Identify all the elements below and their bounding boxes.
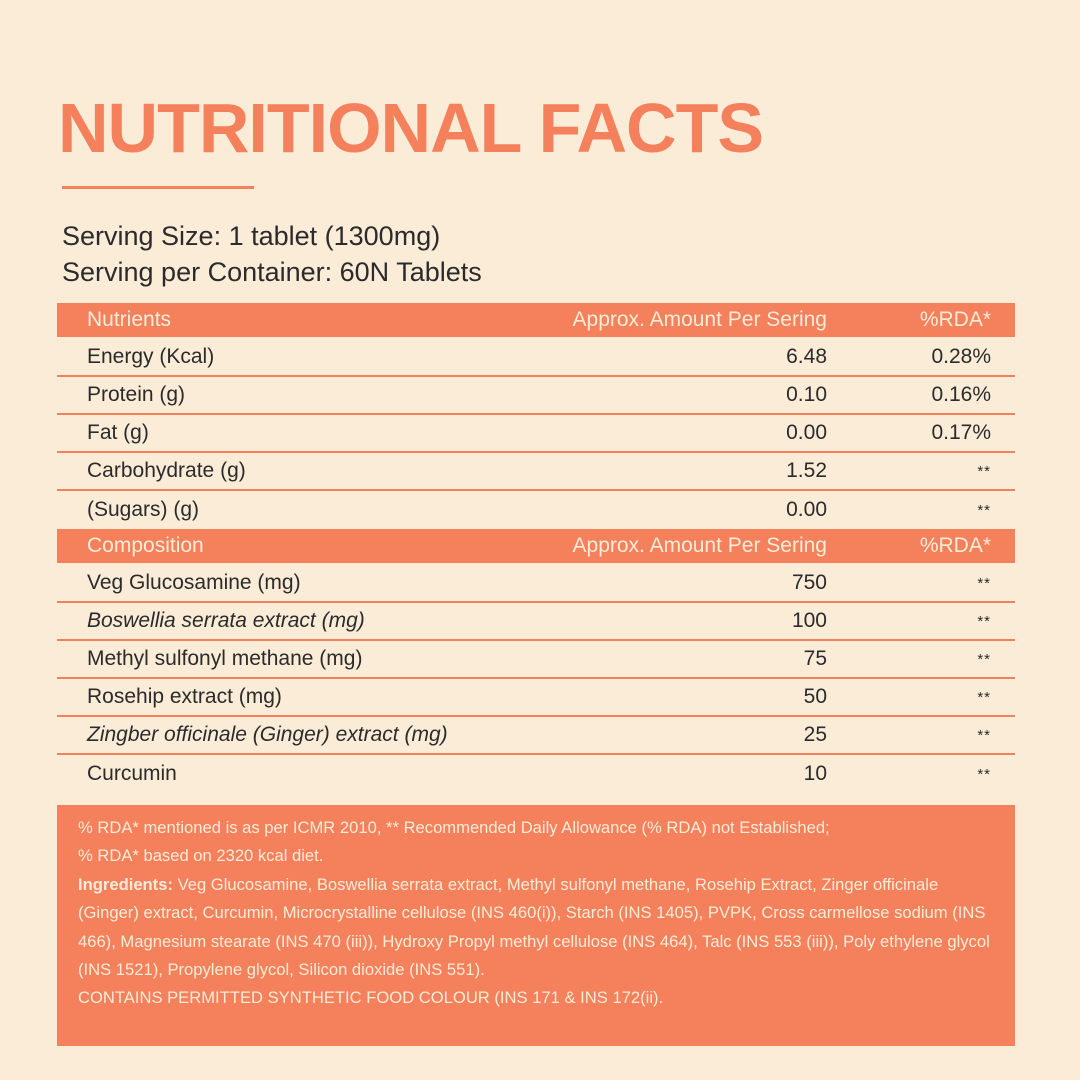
- table-row: Carbohydrate (g) 1.52 **: [57, 453, 1015, 491]
- nutrient-rda: 0.16%: [931, 383, 991, 406]
- nutrient-amount: 0.00: [786, 498, 827, 521]
- composition-rda: **: [977, 612, 991, 630]
- table-row: Methyl sulfonyl methane (mg) 75 **: [57, 641, 1015, 679]
- header-nutrients: Nutrients: [87, 308, 172, 331]
- composition-amount: 25: [803, 723, 827, 746]
- table-row: Curcumin 10 **: [57, 755, 1015, 793]
- table-row: Veg Glucosamine (mg) 750 **: [57, 565, 1015, 603]
- composition-name: Veg Glucosamine (mg): [87, 571, 301, 594]
- table-row: Fat (g) 0.00 0.17%: [57, 415, 1015, 453]
- rda-note-line1: % RDA* mentioned is as per ICMR 2010, **…: [78, 818, 830, 837]
- ingredients-label: Ingredients:: [78, 874, 173, 894]
- composition-name: Zingber officinale (Ginger) extract (mg): [87, 723, 448, 746]
- composition-rda: **: [977, 726, 991, 744]
- composition-rda: **: [977, 574, 991, 592]
- composition-rda: **: [977, 765, 991, 783]
- nutrient-name: (Sugars) (g): [87, 498, 200, 521]
- ingredients-paragraph: Ingredients: Veg Glucosamine, Boswellia …: [78, 871, 995, 985]
- composition-amount: 75: [803, 647, 827, 670]
- nutrient-amount: 1.52: [786, 459, 827, 482]
- composition-amount: 50: [803, 685, 827, 708]
- notes-box: % RDA* mentioned is as per ICMR 2010, **…: [57, 805, 1015, 1046]
- nutrient-name: Carbohydrate (g): [87, 459, 246, 482]
- composition-name: Curcumin: [87, 762, 177, 785]
- nutrition-table: Nutrients Approx. Amount Per Sering %RDA…: [57, 303, 1015, 793]
- title-underline: [62, 186, 254, 189]
- composition-amount: 750: [791, 571, 827, 594]
- table-row: Zingber officinale (Ginger) extract (mg)…: [57, 717, 1015, 755]
- composition-amount: 100: [791, 609, 827, 632]
- serving-info: Serving Size: 1 tablet (1300mg) Serving …: [62, 218, 482, 290]
- header-rda: %RDA*: [919, 308, 991, 331]
- food-colour-note: CONTAINS PERMITTED SYNTHETIC FOOD COLOUR…: [78, 988, 664, 1008]
- table-row: (Sugars) (g) 0.00 **: [57, 491, 1015, 529]
- composition-rda: **: [977, 650, 991, 668]
- header-amount: Approx. Amount Per Sering: [572, 534, 827, 557]
- header-amount: Approx. Amount Per Sering: [572, 308, 827, 331]
- nutrient-amount: 0.00: [786, 421, 827, 444]
- nutrient-rda: **: [977, 462, 991, 480]
- table-row: Energy (Kcal) 6.48 0.28%: [57, 339, 1015, 377]
- header-rda: %RDA*: [919, 534, 991, 557]
- table-row: Rosehip extract (mg) 50 **: [57, 679, 1015, 717]
- ingredients-text: Veg Glucosamine, Boswellia serrata extra…: [78, 874, 990, 980]
- composition-header-row: Composition Approx. Amount Per Sering %R…: [57, 529, 1015, 563]
- serving-per-container: Serving per Container: 60N Tablets: [62, 257, 482, 287]
- nutrient-name: Protein (g): [87, 383, 186, 406]
- nutrients-header-row: Nutrients Approx. Amount Per Sering %RDA…: [57, 303, 1015, 337]
- rda-note-line2: % RDA* based on 2320 kcal diet.: [78, 846, 324, 866]
- header-composition: Composition: [87, 534, 204, 557]
- composition-name: Methyl sulfonyl methane (mg): [87, 647, 363, 670]
- serving-size: Serving Size: 1 tablet (1300mg): [62, 221, 441, 251]
- composition-amount: 10: [803, 762, 827, 785]
- page-title: NUTRITIONAL FACTS: [58, 89, 764, 167]
- nutrient-rda: 0.28%: [931, 345, 991, 368]
- composition-name: Rosehip extract (mg): [87, 685, 282, 708]
- nutrient-rda: 0.17%: [931, 421, 991, 444]
- composition-name: Boswellia serrata extract (mg): [87, 609, 365, 632]
- nutrient-amount: 0.10: [786, 383, 827, 406]
- nutrient-name: Energy (Kcal): [87, 345, 215, 368]
- nutrient-name: Fat (g): [87, 421, 149, 444]
- nutrient-amount: 6.48: [786, 345, 827, 368]
- table-row: Boswellia serrata extract (mg) 100 **: [57, 603, 1015, 641]
- table-row: Protein (g) 0.10 0.16%: [57, 377, 1015, 415]
- nutrient-rda: **: [977, 501, 991, 519]
- composition-rda: **: [977, 688, 991, 706]
